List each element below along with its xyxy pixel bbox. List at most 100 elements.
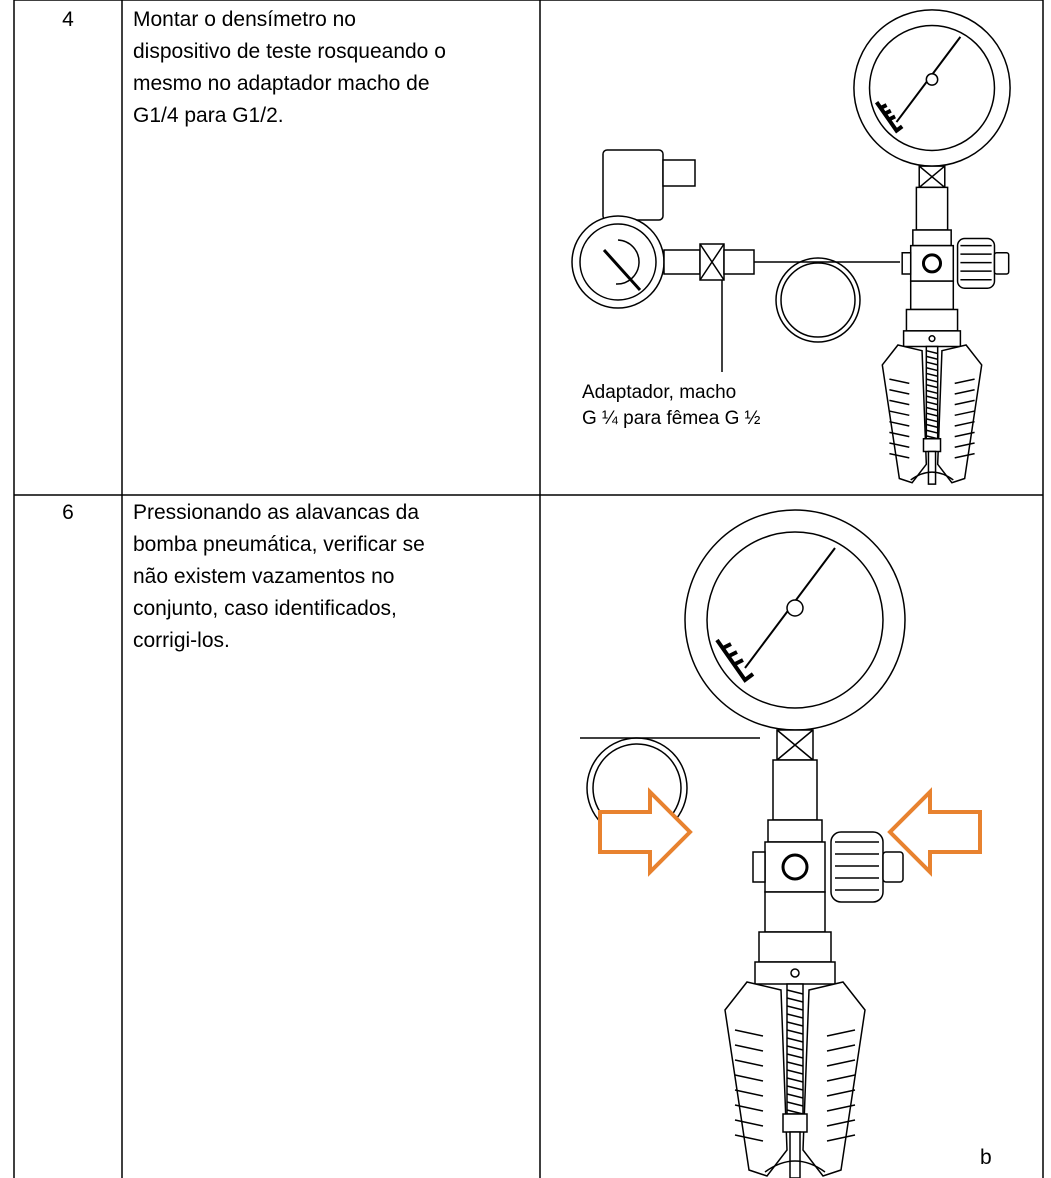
illustration-2-extra [580, 738, 980, 872]
step-text: Montar o densímetro no [133, 8, 356, 31]
gauge-face [580, 224, 656, 300]
spring-coil [787, 990, 803, 994]
knob-cap [883, 852, 903, 882]
grip-rib [889, 390, 909, 394]
gauge-face [707, 532, 883, 708]
body [911, 281, 954, 309]
grip-rib [955, 443, 975, 447]
grip-rib [827, 1120, 855, 1126]
figure-mark: b [980, 1146, 992, 1169]
nut-cross [700, 244, 724, 280]
spring-coil [787, 1046, 803, 1050]
rod [928, 452, 935, 485]
body [765, 892, 825, 932]
connector [663, 160, 695, 186]
table-grid [14, 0, 1043, 1178]
needle-hub [926, 74, 937, 85]
screw [929, 336, 935, 342]
grip-rib [827, 1090, 855, 1096]
grip-rib [955, 400, 975, 404]
grip-rib [889, 443, 909, 447]
needle-hub [787, 600, 803, 616]
callout-label: G ¼ para fêmea G ½ [582, 408, 761, 429]
step-text: G1/4 para G1/2. [133, 104, 284, 127]
knob-cap [994, 253, 1008, 274]
pump-illustration [685, 510, 905, 1178]
spring-coil [787, 1014, 803, 1018]
spring-coil [926, 351, 937, 354]
clamp [923, 439, 940, 452]
spring-coil [787, 1022, 803, 1026]
grip-rib [955, 432, 975, 436]
side-port [902, 253, 911, 274]
transmitter-box [603, 150, 663, 220]
gauge-scale [877, 102, 903, 130]
stem [773, 760, 817, 820]
grip-rib [889, 400, 909, 404]
illustration-1-extra [572, 150, 900, 372]
screw [791, 969, 799, 977]
body-ring [759, 932, 831, 962]
spring-coil [926, 408, 937, 411]
spring-coil [787, 1102, 803, 1106]
gauge-scale [717, 640, 753, 680]
spring-coil [787, 1062, 803, 1066]
neck-cross [777, 730, 813, 760]
needle [604, 250, 640, 290]
grip-rib [735, 1105, 763, 1111]
grip-rib [827, 1045, 855, 1051]
hose-coil [776, 258, 860, 342]
spring-coil [926, 385, 937, 388]
spring-coil [787, 1006, 803, 1010]
step-number: 4 [62, 8, 74, 31]
grip-rib [889, 422, 909, 426]
spring-coil [926, 396, 937, 399]
spring-coil [926, 419, 937, 422]
grip-rib [827, 1075, 855, 1081]
pump-illustration [854, 10, 1010, 484]
spring-coil [926, 373, 937, 376]
base-link [765, 1161, 825, 1172]
grip-rib [735, 1075, 763, 1081]
step-text: corrigi-los. [133, 629, 230, 652]
spring-coil [787, 1030, 803, 1034]
stem [916, 187, 947, 230]
spring-coil [787, 998, 803, 1002]
callout-label: Adaptador, macho [582, 382, 737, 403]
grip-rib [889, 379, 909, 383]
grip-rib [735, 1060, 763, 1066]
spring-coil [926, 425, 937, 428]
step-text: bomba pneumática, verificar se [133, 533, 425, 556]
spring-coil [926, 379, 937, 382]
body-ring [906, 310, 957, 331]
grip-rib [735, 1135, 763, 1141]
arrow-right [600, 792, 690, 872]
spring-coil [926, 368, 937, 371]
grip-rib [735, 1090, 763, 1096]
grip-rib [735, 1030, 763, 1036]
grip-rib [889, 411, 909, 415]
grip-rib [889, 454, 909, 458]
spring-coil [787, 1094, 803, 1098]
step-number: 6 [62, 501, 74, 524]
step-text: mesmo no adaptador macho de [133, 72, 430, 95]
grip-rib [827, 1030, 855, 1036]
grip-rib [955, 411, 975, 415]
spring-coil [787, 1054, 803, 1058]
spring-coil [926, 402, 937, 405]
grip-rib [827, 1105, 855, 1111]
grip-rib [955, 454, 975, 458]
arrow-left [890, 792, 980, 872]
grip-rib [827, 1060, 855, 1066]
spring-coil [787, 1070, 803, 1074]
spring-coil [926, 390, 937, 393]
step-text: conjunto, caso identificados, [133, 597, 397, 620]
grip-rib [955, 390, 975, 394]
fitting [664, 250, 700, 274]
spring-coil [787, 1086, 803, 1090]
spring-coil [926, 362, 937, 365]
neck-cross [919, 166, 945, 187]
grip-rib [827, 1135, 855, 1141]
